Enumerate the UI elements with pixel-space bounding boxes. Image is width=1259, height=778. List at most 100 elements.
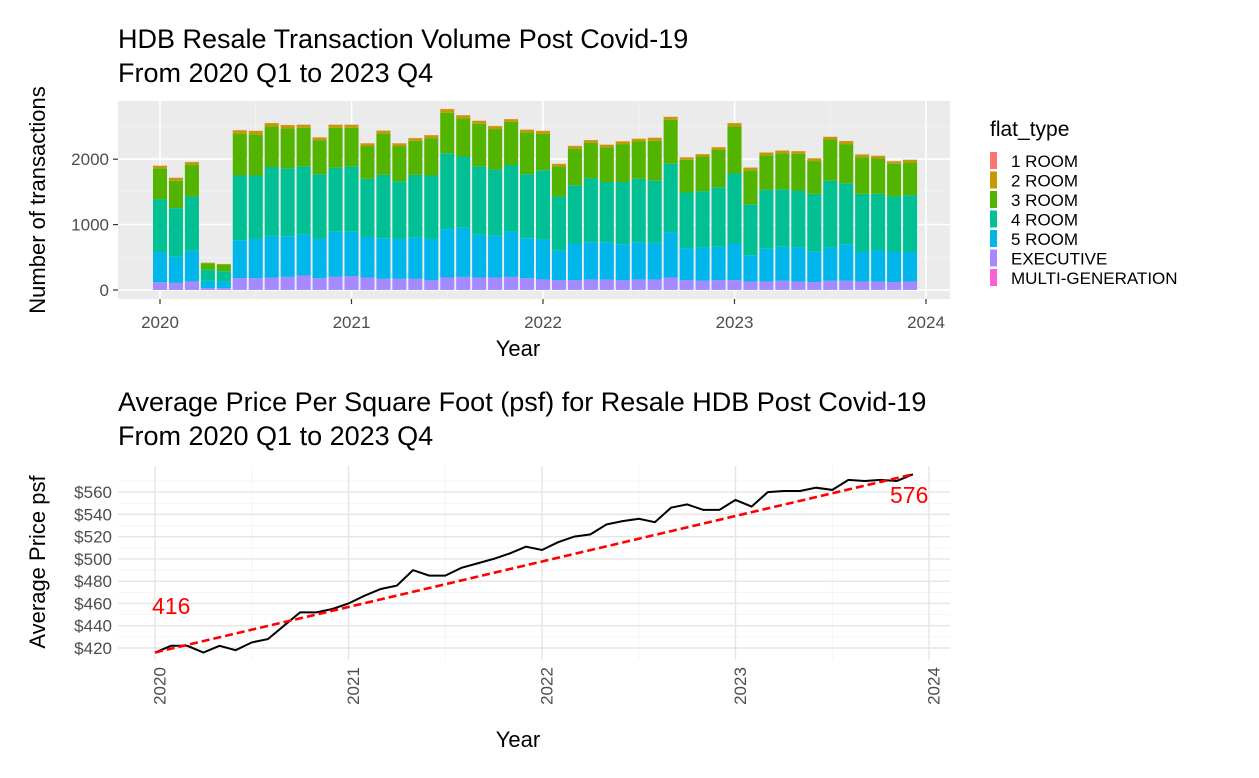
bar-segment <box>615 244 630 281</box>
bar-segment <box>168 208 183 257</box>
bar-segment <box>392 181 407 239</box>
average-psf-chart: Average Price Per Square Foot (psf) for … <box>25 387 950 752</box>
bar-segment <box>727 173 742 244</box>
bar-segment <box>903 281 918 290</box>
bar-segment <box>711 149 726 188</box>
legend-swatch <box>990 269 997 286</box>
bar-segment <box>200 269 215 281</box>
bar-segment <box>567 146 582 149</box>
bar-segment <box>695 154 710 157</box>
trend-line <box>154 473 914 654</box>
bar-segment <box>296 275 311 290</box>
y-tick-label: $560 <box>74 483 112 502</box>
bar-segment <box>679 157 694 160</box>
bar-segment <box>312 278 327 290</box>
bar-segment <box>296 234 311 276</box>
bar-segment <box>615 141 630 145</box>
bar-segment <box>296 166 311 235</box>
bar-segment <box>312 174 327 239</box>
bar-segment <box>184 165 199 197</box>
bar-segment <box>328 127 343 168</box>
bar-segment <box>232 175 247 241</box>
bar-segment <box>615 182 630 245</box>
bar-segment <box>328 167 343 232</box>
bar-segment <box>663 232 678 278</box>
bar-segment <box>168 180 183 209</box>
bar-segment <box>535 170 551 240</box>
bar-segment <box>232 240 247 279</box>
bar-segment <box>615 144 630 183</box>
bar-segment <box>775 246 790 281</box>
bar-segment <box>583 142 598 179</box>
bar-segment <box>647 180 662 243</box>
x-tick-label: 2024 <box>924 667 943 705</box>
bar-segment <box>855 193 870 253</box>
bar-segment <box>727 243 742 281</box>
bar-segment <box>248 134 263 176</box>
end-value-label: 576 <box>890 482 928 508</box>
bar-segment <box>344 127 359 167</box>
bar-segment <box>456 156 471 228</box>
bar-segment <box>871 158 886 194</box>
bar-segment <box>775 189 790 247</box>
bar-segment <box>551 166 566 197</box>
bar-segment <box>184 281 199 290</box>
bar-segment <box>711 280 726 290</box>
bar-segment <box>695 156 710 192</box>
bar-segment <box>504 119 519 122</box>
bar-segment <box>759 281 774 290</box>
legend-swatch <box>990 152 997 169</box>
bar-segment <box>168 282 183 290</box>
chart-subtitle: From 2020 Q1 to 2023 Q4 <box>118 58 433 88</box>
bar-segment <box>520 174 535 239</box>
bar-segment <box>440 277 455 290</box>
x-tick-label: 2022 <box>524 313 562 332</box>
y-tick-label: $420 <box>74 639 112 658</box>
bar-segment <box>312 137 327 141</box>
bar-segment <box>424 138 439 176</box>
bar-segment <box>280 128 295 169</box>
bar-segment <box>839 244 854 281</box>
bar-segment <box>152 199 168 253</box>
bar-segment <box>408 140 423 175</box>
bar-segment <box>472 123 487 167</box>
bar-segment <box>551 164 566 167</box>
bar-segment <box>392 238 407 279</box>
bar-segment <box>535 133 551 171</box>
bar-segment <box>216 271 231 282</box>
bar-segment <box>264 123 279 127</box>
bar-segment <box>727 280 742 290</box>
bar-segment <box>679 159 694 193</box>
bar-segment <box>200 280 215 289</box>
bar-segment <box>823 180 838 248</box>
bar-segment <box>631 141 646 179</box>
bar-segment <box>328 276 343 290</box>
legend-swatch <box>990 230 997 247</box>
bar-segment <box>583 279 598 290</box>
bar-segment <box>887 196 902 253</box>
bar-segment <box>488 277 503 290</box>
bar-segment <box>168 256 183 283</box>
bar-segment <box>408 237 423 279</box>
chart-title-line-1: HDB Resale Transaction Volume Post Covid… <box>118 24 688 54</box>
y-tick-label: $520 <box>74 528 112 547</box>
bar-segment <box>871 281 886 290</box>
bar-segment <box>631 178 646 243</box>
bar-segment <box>440 153 455 230</box>
bar-segment <box>679 248 694 281</box>
bar-segment <box>551 250 566 281</box>
bar-segment <box>775 153 790 190</box>
bar-segment <box>264 126 279 167</box>
bar-segment <box>360 143 375 147</box>
bar-segment <box>855 154 870 158</box>
bar-segment <box>456 227 471 277</box>
legend-swatch <box>990 249 997 267</box>
bar-segment <box>711 246 726 281</box>
bar-segment <box>855 281 870 290</box>
bar-segment <box>440 109 455 113</box>
bar-segment <box>216 264 231 272</box>
legend-swatch <box>990 210 997 228</box>
bar-segment <box>248 175 263 239</box>
bar-segment <box>743 281 758 290</box>
bar-segment <box>424 280 439 290</box>
